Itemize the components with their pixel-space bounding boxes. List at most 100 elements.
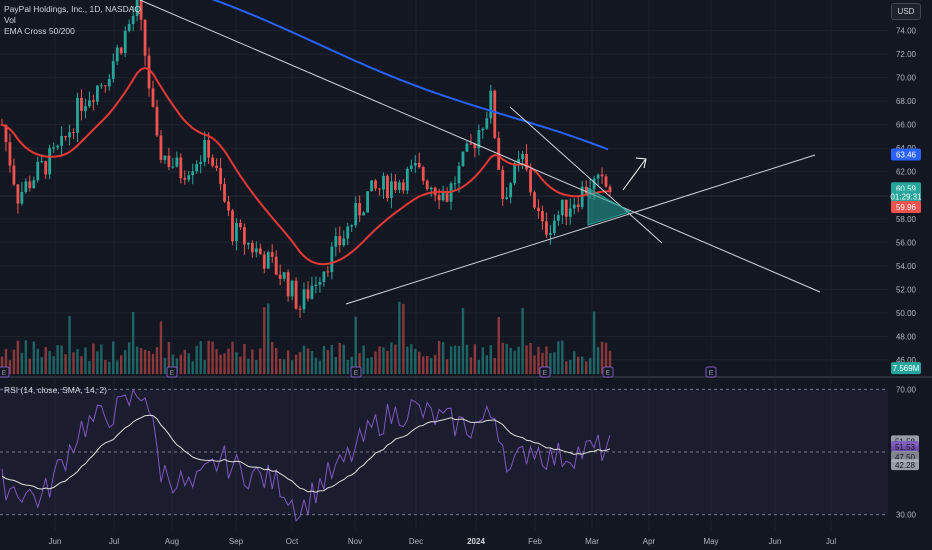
candle-body (596, 174, 600, 179)
volume-bar (159, 321, 163, 374)
volume-bar (449, 346, 453, 374)
time-tick-label: Nov (348, 537, 362, 546)
ema-legend[interactable]: EMA Cross 50/200 (4, 26, 75, 36)
candles (0, 0, 612, 318)
currency-button[interactable]: USD (891, 3, 921, 20)
volume-bar (112, 341, 115, 374)
candle-body (397, 182, 401, 190)
volume-bar (219, 354, 222, 374)
volume-bar (573, 351, 576, 374)
volume-bar (501, 342, 504, 374)
candle-body (382, 175, 385, 190)
volume-bar (8, 360, 12, 374)
volume-bar (151, 353, 155, 374)
volume-bar (179, 354, 183, 374)
volume-bar (398, 301, 401, 374)
downtrend-line (139, 0, 821, 293)
volume-bar (422, 356, 425, 374)
rsi-badge-box (891, 440, 919, 452)
price-badge-label: 01:29:31 (890, 193, 922, 202)
volume-bar (271, 341, 274, 374)
volume-bar (350, 356, 353, 374)
earnings-marker: E (602, 366, 614, 378)
candle-body (159, 135, 163, 160)
symbol-title[interactable]: PayPal Holdings, Inc., 1D, NASDAQ (4, 4, 142, 14)
volume-bar (84, 347, 87, 374)
candle-body (394, 181, 397, 190)
volume-bar (608, 350, 612, 374)
candle-body (183, 178, 187, 180)
volume-bar (263, 307, 266, 374)
price-badge-box (891, 200, 921, 213)
volume-bar (410, 344, 413, 374)
time-tick-label: May (703, 537, 718, 546)
volume-bar (52, 356, 55, 374)
candle-body (350, 225, 354, 227)
candle-body (48, 148, 52, 175)
volume-bar (441, 341, 445, 374)
volume-bar (302, 345, 306, 374)
volume-bar (429, 358, 433, 374)
volume-bar (326, 349, 330, 374)
candle-body (4, 124, 8, 143)
volume-bar (461, 307, 465, 374)
rsi-tick-label: 70.00 (896, 385, 917, 394)
candle-body (107, 78, 111, 87)
candle-body (306, 289, 310, 299)
candle-body (24, 181, 28, 192)
candle-body (111, 61, 115, 79)
breakout-arrow (622, 159, 646, 191)
volume-bar (294, 354, 298, 374)
volume-bar (227, 348, 230, 374)
volume-bar (600, 341, 604, 374)
volume-bar (322, 346, 326, 374)
volume-bar (358, 353, 361, 374)
volume-bar (243, 344, 246, 374)
drawings (139, 0, 821, 305)
price-badge-box (891, 148, 921, 161)
volume-bar (306, 348, 310, 374)
earnings-marker-label: E (543, 370, 548, 377)
candle-body (521, 153, 524, 160)
volume-bar (513, 350, 516, 374)
candle-body (334, 236, 338, 247)
candle-body (262, 254, 266, 269)
volume-bar (521, 307, 524, 374)
volume-bar (147, 350, 151, 374)
time-tick-label: Apr (643, 537, 656, 546)
volume-bar (28, 358, 32, 374)
candle-body (88, 100, 91, 107)
candle-body (8, 142, 12, 166)
volume-bar (120, 355, 123, 374)
candle-body (473, 143, 477, 149)
volume-bar (453, 345, 457, 374)
candle-body (143, 19, 147, 56)
volume-bar (32, 341, 35, 374)
volume-bar (203, 360, 206, 374)
candle-body (207, 140, 211, 158)
candle-body (36, 161, 40, 181)
volume-bar (163, 357, 167, 374)
price-tick-label: 56.00 (896, 238, 917, 247)
volume-bar (370, 357, 373, 374)
candle-body (390, 181, 393, 198)
candle-body (72, 132, 75, 134)
volume-legend[interactable]: Vol (4, 15, 16, 25)
volume-bar (569, 359, 572, 374)
candle-body (56, 145, 60, 148)
candle-body (155, 106, 159, 136)
candle-body (560, 199, 564, 216)
volume-bar (56, 345, 59, 374)
price-badge: 7.569M (891, 362, 921, 375)
candle-body (489, 90, 493, 119)
volume-bar (374, 351, 377, 374)
volume-bar (139, 348, 143, 374)
volume-bar (127, 342, 131, 374)
candle-body (270, 252, 274, 257)
rsi-badge-box (891, 459, 919, 471)
rsi-legend[interactable]: RSI (14, close, SMA, 14, 2) (4, 385, 107, 395)
volume-bar (505, 343, 508, 374)
time-tick-label: 2024 (467, 537, 485, 546)
candle-body (231, 210, 234, 242)
